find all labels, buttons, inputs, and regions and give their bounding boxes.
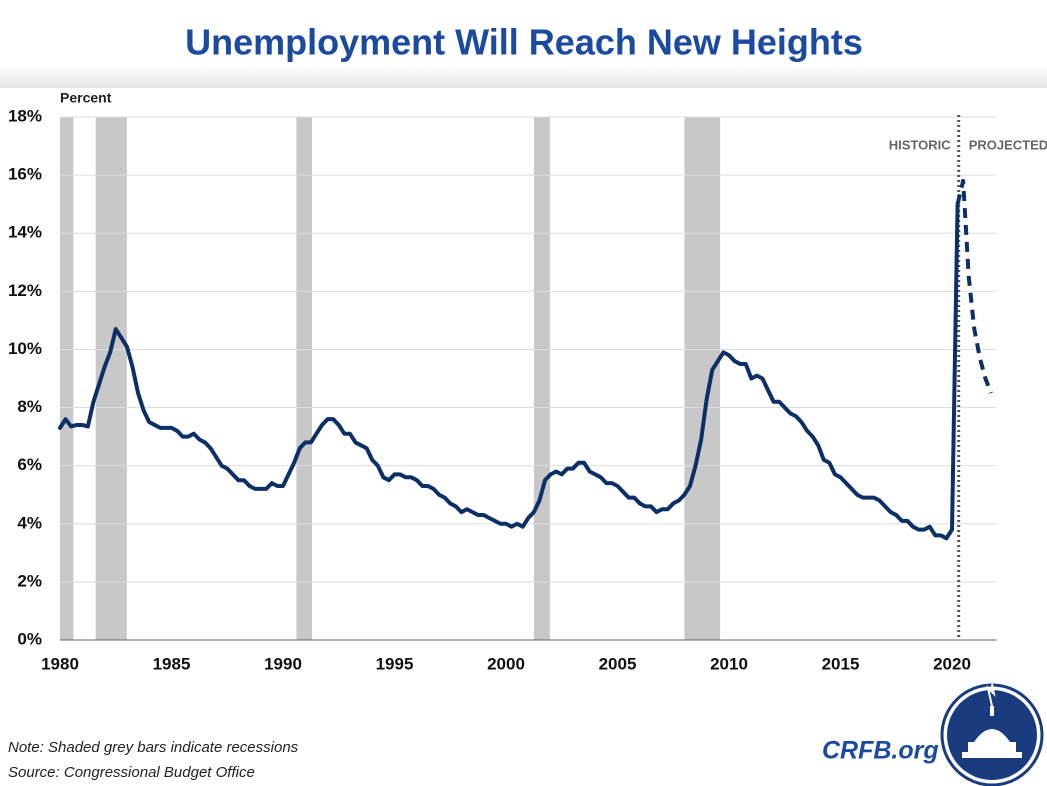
x-tick-label: 2020 <box>933 654 971 673</box>
y-tick-label: 16% <box>8 165 42 184</box>
recession-bar <box>296 117 312 640</box>
x-tick-label: 1995 <box>376 654 414 673</box>
series-line <box>58 202 960 541</box>
x-tick-label: 1980 <box>41 654 79 673</box>
logo <box>940 683 1044 786</box>
x-tick-label: 2000 <box>487 654 525 673</box>
x-tick-label: 1985 <box>153 654 191 673</box>
note: Note: Shaded grey bars indicate recessio… <box>8 739 299 756</box>
y-tick-label: 0% <box>17 629 42 648</box>
y-tick-label: 14% <box>8 223 42 242</box>
brand: CRFB.org <box>822 737 939 765</box>
series-label: PROJECTED <box>969 137 1047 152</box>
x-tick-label: 2005 <box>599 654 637 673</box>
x-tick-label: 2015 <box>822 654 860 673</box>
recession-bar <box>60 117 74 640</box>
series-label: HISTORIC <box>889 137 951 152</box>
plot-area: 0% 2% 4% 6% 8% 10% 12% 14% 16% 18% 1980 1985 1990 199… <box>8 106 1047 673</box>
y-axis-label: Percent <box>60 90 112 106</box>
y-tick-label: 4% <box>17 513 42 532</box>
y-tick-label: 6% <box>17 455 42 474</box>
y-tick-label: 18% <box>8 106 42 125</box>
y-tick-label: 10% <box>8 339 42 358</box>
x-tick-label: 1990 <box>264 654 302 673</box>
y-tick-label: 8% <box>17 397 42 416</box>
y-tick-label: 12% <box>8 281 42 300</box>
recession-bar <box>684 117 721 640</box>
x-tick-label: 2010 <box>710 654 748 673</box>
title-band <box>0 0 1047 88</box>
chart-title: Unemployment Will Reach New Heights <box>185 22 863 63</box>
series-line <box>955 178 993 394</box>
source: Source: Congressional Budget Office <box>8 764 255 781</box>
y-tick-label: 2% <box>17 571 42 590</box>
recession-bar <box>533 117 550 640</box>
